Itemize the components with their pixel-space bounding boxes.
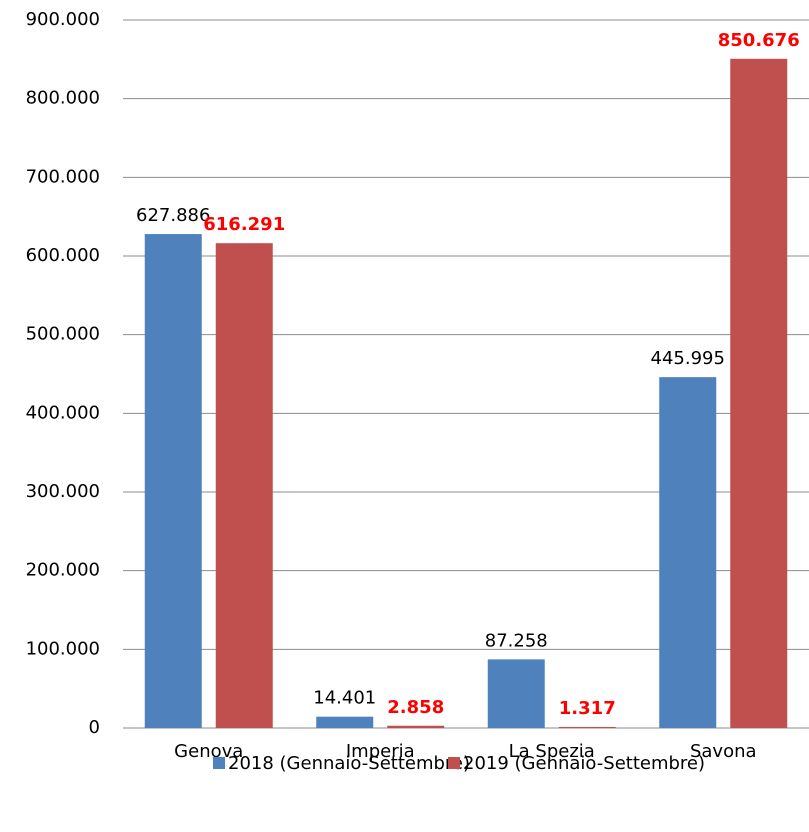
bar — [144, 234, 202, 728]
bar — [730, 58, 788, 728]
bar — [558, 726, 616, 728]
x-tick-label: Genova — [174, 741, 243, 762]
data-label: 2.858 — [387, 697, 444, 718]
data-label: 445.995 — [651, 348, 725, 369]
y-tick-label: 400.000 — [26, 402, 100, 423]
legend-label: 2019 (Gennaio-Settembre) — [463, 753, 705, 774]
data-label: 627.886 — [136, 205, 210, 226]
data-label: 616.291 — [203, 214, 285, 235]
y-tick-label: 200.000 — [26, 560, 100, 581]
legend-label: 2018 (Gennaio-Settembre) — [228, 753, 470, 774]
y-tick-label: 600.000 — [26, 245, 100, 266]
data-label: 1.317 — [559, 698, 616, 719]
bar — [487, 659, 545, 728]
bar — [659, 377, 717, 728]
legend-swatch — [213, 757, 225, 769]
data-label: 14.401 — [313, 688, 376, 709]
y-tick-label: 100.000 — [26, 638, 100, 659]
bar — [387, 725, 445, 728]
data-label: 87.258 — [485, 630, 548, 651]
y-tick-label: 900.000 — [26, 9, 100, 30]
y-tick-label: 500.000 — [26, 324, 100, 345]
bar — [316, 716, 374, 728]
bar — [215, 243, 273, 728]
legend-swatch — [448, 757, 460, 769]
y-tick-label: 0 — [89, 717, 100, 738]
data-label: 850.676 — [718, 30, 800, 51]
x-tick-label: Savona — [690, 741, 757, 762]
y-tick-label: 300.000 — [26, 481, 100, 502]
x-tick-label: Imperia — [346, 741, 415, 762]
x-tick-label: La Spezia — [509, 741, 595, 762]
y-tick-label: 700.000 — [26, 166, 100, 187]
y-tick-label: 800.000 — [26, 88, 100, 109]
